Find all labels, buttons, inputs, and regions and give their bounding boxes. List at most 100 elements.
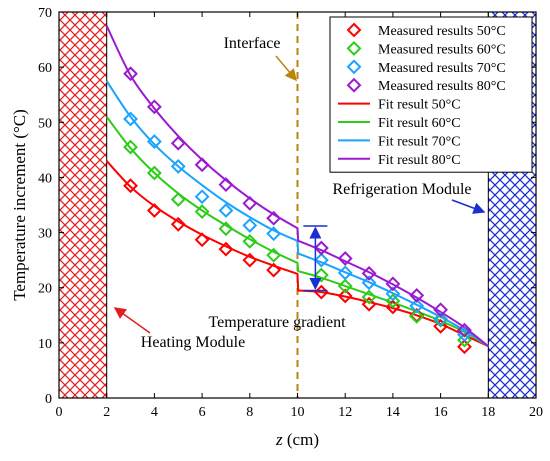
x-tick-label: 18	[481, 405, 495, 420]
temperature-gradient-indicator	[303, 225, 328, 292]
x-tick-label: 14	[386, 405, 400, 420]
legend: Measured results 50°C Measured results 60…	[329, 16, 533, 173]
measured-point-series-1	[337, 278, 353, 294]
measured-point-series-1	[242, 233, 258, 249]
y-tick-label: 0	[45, 392, 52, 407]
measured-point-series-1	[409, 308, 425, 324]
axes: 0 2 4 6 8 10 12 14 16 18 20 0 10 20 30 40 50 60 70	[38, 6, 543, 420]
legend-label: Measured results 50°C	[378, 24, 506, 39]
measured-point-series-3	[123, 66, 138, 82]
fit-line-series-2	[105, 80, 489, 347]
y-tick-label: 50	[38, 116, 52, 131]
refrigeration-module-label: Refrigeration Module	[332, 181, 471, 198]
measured-point-series-1	[385, 293, 401, 309]
measured-point-series-3	[266, 210, 282, 226]
x-tick-label: 10	[291, 405, 305, 420]
measured-point-series-1	[194, 204, 210, 220]
heating-arrow	[113, 307, 151, 334]
measured-point-series-0	[266, 262, 282, 278]
measured-point-series-3	[218, 177, 234, 193]
legend-label: Measured results 60°C	[378, 42, 506, 57]
x-tick-label: 6	[199, 405, 206, 420]
fit-line-series-3	[105, 25, 489, 347]
measured-point-series-1	[170, 192, 186, 207]
legend-marker-swatch	[346, 40, 362, 56]
measured-point-series-2	[385, 286, 401, 302]
x-tick-label: 8	[246, 405, 253, 420]
measured-point-series-2	[218, 203, 234, 218]
x-tick-label: 0	[56, 405, 63, 420]
y-tick-label: 10	[38, 337, 52, 352]
legend-label: Fit result 70°C	[378, 134, 461, 149]
measured-point-series-3	[409, 288, 425, 303]
measured-point-series-1	[266, 247, 282, 263]
measured-point-series-3	[361, 265, 377, 281]
measured-point-series-3	[242, 195, 258, 211]
heating-module-label: Heating Module	[141, 334, 245, 351]
annotations: Interface Refrigeration Module Heating M…	[113, 35, 486, 351]
measured-point-series-2	[266, 226, 282, 242]
x-axis-title-unit: (cm)	[283, 430, 319, 449]
measured-point-series-0	[218, 241, 234, 257]
x-tick-label: 12	[338, 405, 352, 420]
fit-line-series-0	[105, 160, 489, 348]
measured-point-series-3	[313, 240, 329, 256]
legend-marker-swatch	[346, 77, 362, 93]
x-axis-title-var: z	[275, 430, 283, 449]
measured-point-series-3	[170, 135, 186, 151]
y-axis-ticks: 0 10 20 30 40 50 60 70	[38, 6, 536, 407]
measured-point-series-2	[409, 298, 425, 314]
measured-point-series-2	[146, 134, 162, 150]
temperature-gradient-label: Temperature gradient	[208, 314, 346, 331]
fit-line-series-1	[105, 116, 489, 348]
refrigeration-arrow	[451, 199, 486, 214]
measured-point-series-2	[242, 217, 258, 233]
measured-point-series-3	[194, 157, 210, 173]
measured-point-series-1	[146, 165, 162, 181]
legend-label: Fit result 60°C	[378, 116, 461, 131]
measured-point-series-0	[457, 339, 472, 355]
legend-label: Fit result 50°C	[378, 98, 461, 113]
measured-point-series-0	[194, 232, 210, 248]
measured-point-series-2	[337, 265, 353, 281]
measured-point-series-3	[457, 322, 472, 338]
measured-point-series-2	[361, 275, 377, 291]
y-axis-title: Temperature increment (°C)	[10, 109, 29, 301]
measured-markers	[123, 66, 472, 355]
y-tick-label: 60	[38, 61, 52, 76]
measured-point-series-3	[337, 251, 353, 266]
measured-point-series-0	[242, 252, 258, 268]
interface-label: Interface	[224, 35, 281, 52]
x-axis-ticks: 0 2 4 6 8 10 12 14 16 18 20	[56, 12, 543, 420]
measured-point-series-1	[361, 289, 377, 305]
x-tick-label: 16	[434, 405, 448, 420]
heating-module-region	[58, 11, 108, 399]
legend-label: Fit result 80°C	[378, 153, 461, 168]
interface-arrow	[275, 55, 297, 82]
x-tick-label: 2	[103, 405, 110, 420]
legend-marker-swatch	[346, 22, 362, 38]
measured-point-series-3	[433, 302, 449, 318]
measured-point-series-0	[170, 216, 186, 232]
measured-point-series-0	[146, 203, 162, 218]
legend-marker-swatch	[346, 59, 362, 75]
legend-box	[329, 16, 533, 173]
measured-point-series-0	[361, 296, 377, 312]
x-tick-label: 4	[151, 405, 158, 420]
measured-point-series-0	[337, 288, 353, 304]
measured-point-series-0	[433, 318, 449, 334]
fit-lines	[105, 25, 489, 348]
measured-point-series-0	[123, 178, 138, 194]
measured-point-series-2	[313, 252, 329, 268]
measured-point-series-3	[385, 276, 401, 292]
measured-point-series-2	[433, 311, 449, 327]
legend-label: Measured results 70°C	[378, 61, 506, 76]
x-axis-title: z (cm)	[275, 430, 319, 449]
measured-point-series-0	[385, 299, 401, 315]
measured-point-series-2	[123, 111, 138, 127]
y-tick-label: 40	[38, 171, 52, 186]
measured-point-series-3	[146, 99, 162, 115]
y-tick-label: 20	[38, 282, 52, 297]
y-tick-label: 30	[38, 227, 52, 242]
